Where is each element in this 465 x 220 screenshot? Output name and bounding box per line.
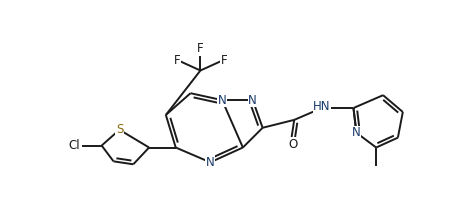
Text: N: N	[248, 94, 257, 107]
Text: O: O	[289, 138, 298, 151]
Text: F: F	[173, 54, 180, 67]
Text: N: N	[352, 126, 361, 139]
Text: N: N	[218, 94, 226, 107]
Text: Cl: Cl	[68, 139, 80, 152]
Text: N: N	[206, 156, 215, 169]
Text: HN: HN	[313, 100, 331, 113]
Text: F: F	[197, 42, 204, 55]
Text: S: S	[116, 123, 123, 136]
Text: F: F	[221, 54, 227, 67]
